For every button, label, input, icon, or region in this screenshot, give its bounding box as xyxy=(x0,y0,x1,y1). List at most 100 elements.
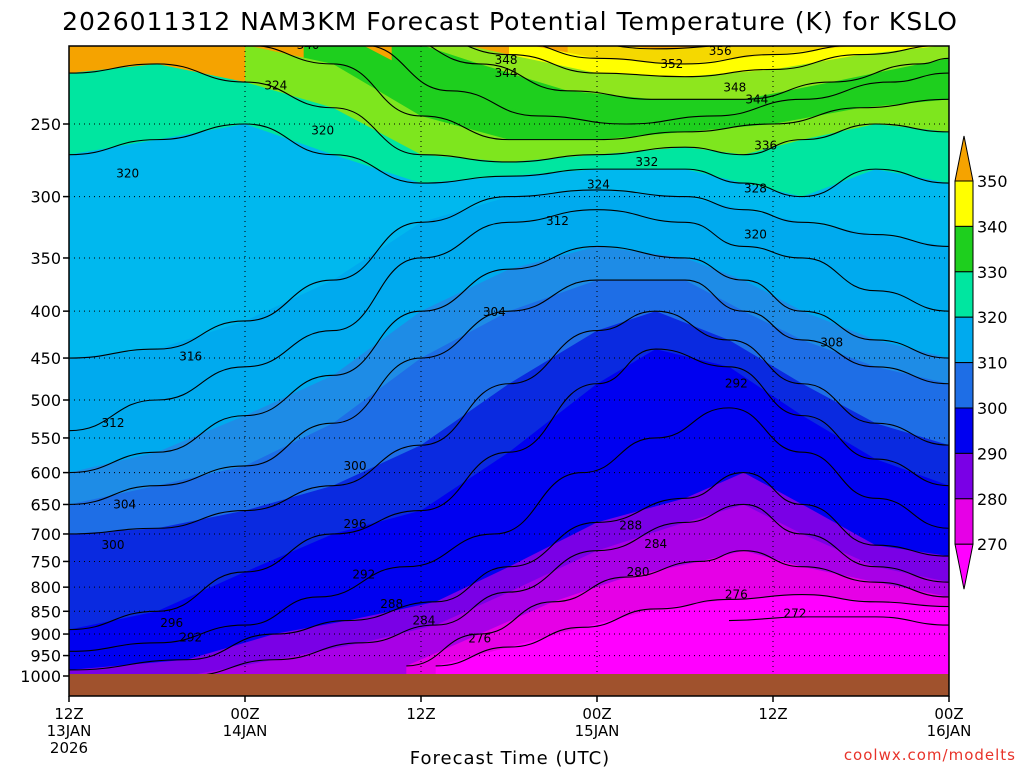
x-tick-label: 00Z xyxy=(230,705,259,723)
colorbar-label: 310 xyxy=(977,354,1008,373)
contour-label: 308 xyxy=(820,336,843,350)
colorbar-top-arrow xyxy=(954,135,974,182)
ground-surface xyxy=(69,674,949,696)
x-axis-label: Forecast Time (UTC) xyxy=(410,748,610,768)
colorbar-legend: 350 340 330 320 310 300 290 280 270 xyxy=(954,135,1008,590)
contour-label: 316 xyxy=(179,349,202,363)
y-tick-label: 950 xyxy=(30,647,61,666)
contour-label: 280 xyxy=(627,565,650,579)
contour-label: 332 xyxy=(635,155,658,169)
contour-label: 344 xyxy=(495,66,518,80)
contour-label: 320 xyxy=(311,123,334,137)
colorbar-label: 280 xyxy=(977,490,1008,509)
colorbar-swatch xyxy=(954,407,974,454)
y-tick-label: 850 xyxy=(30,602,61,621)
isotherm-352 xyxy=(626,35,890,41)
colorbar-swatch xyxy=(954,271,974,318)
x-tick-label: 00Z xyxy=(582,705,611,723)
y-tick-label: 700 xyxy=(30,525,61,544)
colorbar-bottom-arrow xyxy=(954,543,974,590)
y-tick-label: 600 xyxy=(30,464,61,483)
isotherm-lines xyxy=(69,35,949,677)
contour-label: 344 xyxy=(745,92,768,106)
x-tick-label: 14JAN xyxy=(223,722,268,740)
y-tick-label: 900 xyxy=(30,625,61,644)
contour-labels: 3403483443523563483443243203203363323283… xyxy=(102,38,844,645)
contour-label: 356 xyxy=(709,44,732,58)
isotherm-276 xyxy=(435,593,949,667)
contour-label: 276 xyxy=(725,588,748,602)
colorbar-label: 300 xyxy=(977,399,1008,418)
isotherm-344 xyxy=(540,46,847,65)
contour-label: 296 xyxy=(344,517,367,531)
isotherm-316 xyxy=(69,189,949,359)
isotherm-292 xyxy=(69,407,949,652)
isotherm-328 xyxy=(256,46,949,141)
colorbar-swatch xyxy=(954,452,974,500)
isotherm-312 xyxy=(69,209,949,432)
contour-label: 300 xyxy=(102,538,125,552)
x-tick-label: 12Z xyxy=(406,705,435,723)
contour-label: 300 xyxy=(344,459,367,473)
contour-label: 276 xyxy=(468,631,491,645)
isotherm-308 xyxy=(69,245,949,474)
isotherm-340 xyxy=(466,46,935,78)
colorbar-label: 350 xyxy=(977,172,1008,191)
y-axis: 250 300 350 400 450 500 550 600 650 700 750 800 850 9… xyxy=(20,115,69,686)
x-tick-label: 15JAN xyxy=(575,722,620,740)
colorbar-label: 340 xyxy=(977,217,1008,236)
colorbar-label: 330 xyxy=(977,263,1008,282)
credit-text: coolwx.com/modelts xyxy=(844,746,1016,764)
contour-label: 320 xyxy=(116,166,139,180)
chart-title: 2026011312 NAM3KM Forecast Potential Tem… xyxy=(62,7,958,36)
contour-label: 292 xyxy=(352,568,375,582)
temperature-bands xyxy=(69,46,949,696)
contour-label: 336 xyxy=(754,139,777,153)
y-tick-label: 650 xyxy=(30,495,61,514)
x-tick-label: 16JAN xyxy=(927,722,972,740)
contour-label: 312 xyxy=(546,214,569,228)
contour-label: 324 xyxy=(587,177,610,191)
contour-label: 348 xyxy=(723,80,746,94)
colorbar-swatch xyxy=(954,362,974,409)
y-tick-label: 300 xyxy=(30,188,61,207)
y-tick-label: 350 xyxy=(30,249,61,268)
plot-area: 3403483443523563483443243203203363323283… xyxy=(69,35,949,696)
contour-label: 288 xyxy=(380,597,403,611)
y-tick-label: 800 xyxy=(30,578,61,597)
contour-label: 292 xyxy=(725,377,748,391)
colorbar-swatch xyxy=(954,180,974,227)
contour-label: 328 xyxy=(744,182,767,196)
contour-label: 304 xyxy=(113,497,136,511)
colorbar-swatch xyxy=(954,498,974,545)
y-tick-label: 500 xyxy=(30,391,61,410)
colorbar-label: 290 xyxy=(977,444,1008,463)
isotherm-336 xyxy=(428,46,949,100)
colorbar-swatch xyxy=(954,225,974,273)
plot-frame xyxy=(68,45,950,697)
contour-label: 340 xyxy=(297,38,320,52)
contour-label: 284 xyxy=(412,614,435,628)
contour-label: 352 xyxy=(660,57,683,71)
grid-lines xyxy=(69,46,949,696)
y-tick-label: 250 xyxy=(30,115,61,134)
x-tick-label: 13JAN xyxy=(47,722,92,740)
isotherm-304 xyxy=(69,279,949,506)
contour-label: 296 xyxy=(160,616,183,630)
contour-label: 272 xyxy=(784,607,807,621)
y-tick-label: 400 xyxy=(30,302,61,321)
y-tick-label: 750 xyxy=(30,552,61,571)
contour-label: 348 xyxy=(495,53,518,67)
isotherm-300 xyxy=(69,310,949,535)
isotherm-348 xyxy=(614,46,721,50)
contour-label: 288 xyxy=(619,518,642,532)
x-tick-label: 2026 xyxy=(50,739,88,757)
colorbar-label: 270 xyxy=(977,535,1008,554)
isotherm-320 xyxy=(69,123,949,198)
contour-label: 312 xyxy=(102,416,125,430)
isotherm-280 xyxy=(406,550,949,667)
contour-label: 292 xyxy=(179,631,202,645)
isotherm-324 xyxy=(69,63,949,163)
